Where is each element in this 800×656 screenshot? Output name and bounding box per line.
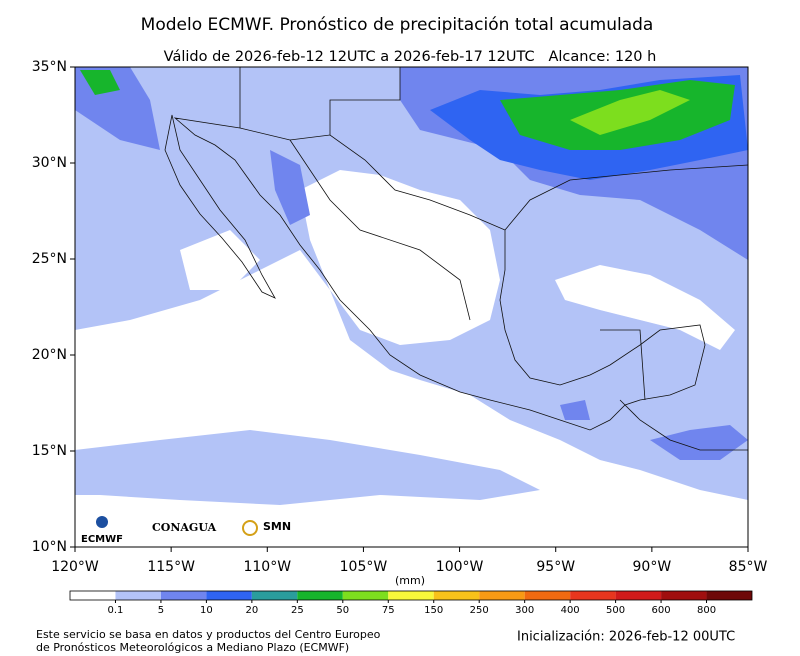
rain-area (570, 90, 690, 135)
colorbar-tick-label: 50 (336, 605, 349, 616)
colorbar-segment (388, 591, 434, 600)
x-tick-label: 105°W (340, 559, 388, 575)
colorbar-segment (342, 591, 389, 600)
y-tick-label: 35°N (32, 59, 67, 75)
subtitle: Válido de 2026-feb-12 12UTC a 2026-feb-1… (164, 49, 657, 65)
y-tick-label: 25°N (32, 251, 67, 267)
init-time: Inicialización: 2026-feb-12 00UTC (517, 630, 735, 645)
colorbar-tick-label: 600 (652, 605, 671, 616)
colorbar-tick-label: 300 (515, 605, 534, 616)
y-tick-label: 15°N (32, 443, 67, 459)
logo-box (130, 514, 296, 546)
y-tick-label: 30°N (32, 155, 67, 171)
title: Modelo ECMWF. Pronóstico de precipitació… (141, 15, 654, 35)
colorbar-tick-label: 10 (200, 605, 213, 616)
colorbar-segment (115, 591, 161, 600)
colorbar-segment (661, 591, 707, 600)
map (75, 67, 748, 547)
footer-note: de Pronósticos Meteorológicos a Mediano … (36, 641, 349, 654)
logo-conagua: CONAGUA (152, 521, 217, 534)
colorbar-segment (206, 591, 252, 600)
x-tick-label: 95°W (536, 559, 575, 575)
logo-smn: SMN (263, 520, 291, 533)
colorbar-tick-label: 20 (245, 605, 258, 616)
colorbar-segment (479, 591, 525, 600)
colorbar-tick-label: 400 (561, 605, 580, 616)
map-frame (74, 66, 749, 548)
dry-area (300, 170, 500, 345)
borders (239, 67, 748, 451)
colorbar-tick-label: 500 (606, 605, 625, 616)
colorbar-tick-label: 250 (470, 605, 489, 616)
x-tick-label: 85°W (729, 559, 768, 575)
colorbar-segment (433, 591, 480, 600)
precip-band (75, 430, 540, 505)
dry-area (555, 265, 735, 350)
x-tick-label: 115°W (147, 559, 195, 575)
logo-ecmwf: ECMWF (81, 534, 123, 545)
logos: ECMWF CONAGUA SMN (78, 514, 296, 546)
colorbar-tick-label: 150 (424, 605, 443, 616)
rain-area (270, 150, 310, 225)
y-tick-label: 20°N (32, 347, 67, 363)
x-tick-label: 110°W (243, 559, 291, 575)
colorbar-segment (251, 591, 298, 600)
x-tick-label: 120°W (51, 559, 99, 575)
footer-note: Este servicio se basa en datos y product… (36, 628, 381, 641)
x-tick-label: 100°W (436, 559, 484, 575)
colorbar-frame (69, 590, 753, 601)
colorbar-tick-label: 800 (697, 605, 716, 616)
logo-icon (242, 520, 258, 536)
logo-icon (96, 516, 108, 528)
colorbar-segment (570, 591, 616, 600)
colorbar-tick-label: 5 (158, 605, 164, 616)
x-tick-label: 90°W (633, 559, 672, 575)
mexico-border (173, 117, 706, 431)
y-tick-label: 10°N (32, 539, 67, 555)
rain-area (80, 70, 120, 95)
coastline (164, 114, 276, 299)
colorbar-segment (615, 591, 662, 600)
colorbar-tick-label: 0.1 (108, 605, 124, 616)
colorbar-label: (mm) (395, 574, 425, 587)
colorbar-tick-label: 25 (291, 605, 304, 616)
colorbar-segment (160, 591, 207, 600)
colorbar-tick-label: 75 (382, 605, 395, 616)
colorbar-segment (706, 591, 752, 600)
colorbar-segment (70, 591, 116, 600)
colorbar-segment (297, 591, 343, 600)
rain-area (560, 400, 748, 460)
colorbar-segment (524, 591, 571, 600)
dry-area (180, 230, 260, 290)
